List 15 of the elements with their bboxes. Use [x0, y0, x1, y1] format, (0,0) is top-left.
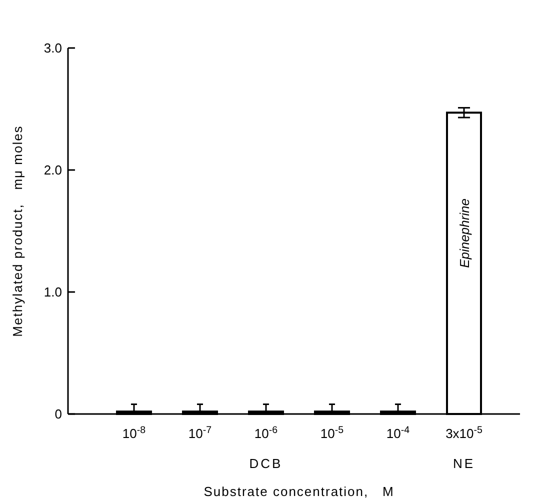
x-tick-label: 3x10$^{-5}$ [446, 424, 484, 441]
annotation: Epinephrine [457, 198, 472, 268]
x-tick-label: 10$^{-6}$ [254, 424, 278, 441]
x-tick-label: 10$^{-4}$ [386, 424, 410, 441]
x-tick-label: 10$^{-8}$ [122, 424, 146, 441]
text: DCB [249, 456, 283, 471]
text: NE [452, 456, 476, 471]
y-tick-label: 0 [54, 406, 62, 422]
x-tick-label: 10$^{-5}$ [320, 424, 344, 441]
x-axis-title: Substrate concentration, M [204, 484, 394, 499]
y-axis-title: Methylated product, mμ moles [10, 125, 25, 337]
y-tick-label: 1.0 [44, 284, 62, 300]
y-tick-label: 2.0 [44, 162, 62, 178]
y-tick-label: 3.0 [44, 40, 62, 56]
x-tick-label: 10$^{-7}$ [188, 424, 212, 441]
